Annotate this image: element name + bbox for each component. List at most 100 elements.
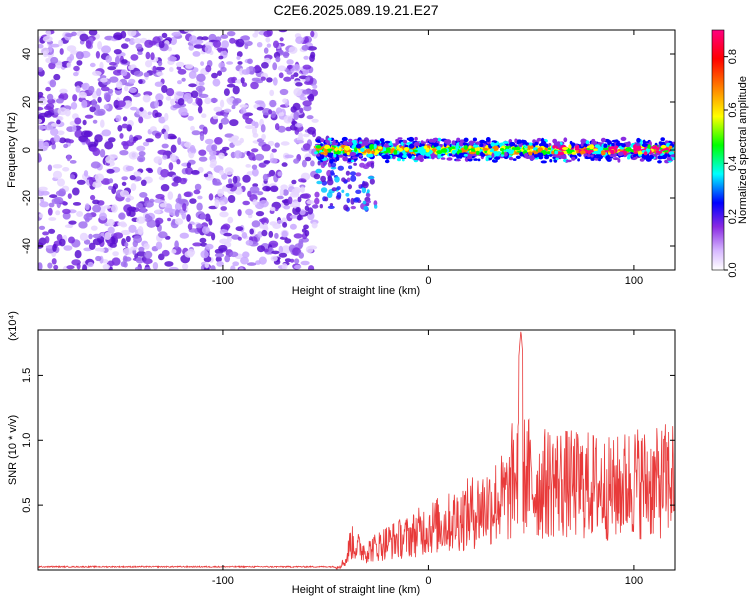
noise-cell (227, 234, 232, 243)
noise-cell (112, 251, 119, 257)
noise-cell (124, 241, 129, 248)
noise-cell (192, 242, 203, 247)
noise-cell (132, 240, 138, 248)
signal-tail-cell (317, 160, 321, 166)
noise-cell (160, 184, 170, 192)
noise-cell (83, 170, 89, 177)
signal-cell (571, 156, 576, 161)
noise-cell (294, 139, 305, 144)
x-tick-label: 0 (425, 575, 431, 587)
signal-cell (529, 155, 536, 161)
signal-cell (359, 154, 363, 158)
signal-cell (623, 150, 627, 156)
noise-cell (216, 47, 227, 52)
noise-cell (290, 258, 295, 263)
signal-cell (335, 156, 340, 161)
noise-cell (188, 45, 195, 51)
noise-cell (196, 202, 203, 211)
noise-cell (271, 148, 277, 153)
snr-y-multiplier: (x10⁴) (7, 311, 19, 341)
signal-tail-cell (315, 168, 323, 174)
noise-cell (142, 141, 150, 147)
signal-tail-cell (327, 205, 335, 209)
noise-cell (303, 105, 312, 112)
noise-cell (293, 111, 300, 120)
noise-cell (302, 133, 310, 138)
signal-cell (595, 150, 599, 155)
noise-cell (201, 226, 210, 234)
noise-cell (204, 261, 209, 269)
signal-cell (477, 158, 481, 162)
noise-cell (198, 81, 205, 86)
noise-cell (52, 164, 63, 169)
noise-cell (125, 235, 131, 243)
signal-cell (552, 145, 556, 149)
noise-cell (226, 30, 236, 37)
noise-cell (281, 230, 288, 238)
signal-cell (521, 139, 525, 144)
signal-cell (360, 158, 367, 161)
signal-cell (455, 144, 459, 150)
signal-cell (637, 143, 641, 146)
noise-cell (246, 262, 257, 266)
noise-cell (183, 30, 194, 33)
noise-cell (251, 220, 261, 228)
noise-cell (130, 246, 138, 251)
signal-cell (514, 152, 520, 155)
noise-cell (88, 242, 96, 250)
noise-cell (263, 160, 271, 164)
noise-cell (272, 77, 278, 86)
noise-cell (254, 121, 259, 129)
signal-cell (582, 143, 588, 147)
noise-cell (293, 233, 303, 239)
signal-cell (399, 152, 403, 156)
noise-cell (226, 61, 234, 65)
noise-cell (182, 203, 187, 212)
signal-cell (489, 149, 494, 153)
noise-cell (305, 245, 314, 254)
noise-cell (133, 171, 142, 177)
signal-cell (431, 148, 438, 152)
noise-cell (181, 112, 189, 116)
noise-cell (196, 223, 203, 229)
signal-cell (463, 153, 468, 157)
noise-cell (274, 232, 279, 239)
noise-cell (154, 81, 163, 87)
noise-cell (276, 195, 284, 200)
noise-cell (210, 97, 218, 103)
noise-cell (185, 166, 193, 175)
noise-cell (196, 73, 206, 83)
noise-cell (278, 30, 288, 33)
noise-cell (152, 65, 157, 74)
noise-cell (227, 216, 234, 224)
noise-cell (45, 245, 55, 249)
noise-cell (279, 37, 284, 42)
signal-cell (546, 151, 551, 155)
noise-cell (303, 224, 309, 230)
snr-ticks: -100 0 100 0.5 1.0 1.5 (21, 330, 675, 587)
noise-cell (62, 167, 70, 172)
signal-tail-cell (347, 184, 352, 190)
y-tick-label: 1.5 (21, 368, 33, 383)
signal-cell (616, 142, 621, 146)
signal-cell (479, 139, 486, 144)
signal-tail-cell (353, 162, 357, 166)
signal-cell (647, 144, 651, 150)
signal-cell (670, 154, 675, 158)
noise-cell (56, 119, 61, 125)
signal-cell (446, 157, 453, 161)
noise-cell (174, 209, 180, 217)
signal-cell (605, 155, 611, 161)
noise-cell (209, 150, 217, 156)
noise-cell (239, 104, 249, 108)
noise-cell (218, 122, 223, 130)
signal-cell (571, 151, 577, 155)
signal-cell (560, 154, 566, 158)
noise-cell (107, 66, 117, 71)
signal-cell (347, 141, 353, 146)
signal-cell (524, 153, 529, 158)
noise-cell (100, 77, 108, 83)
noise-cell (128, 87, 137, 94)
noise-cell (145, 138, 154, 143)
noise-cell (121, 181, 127, 186)
